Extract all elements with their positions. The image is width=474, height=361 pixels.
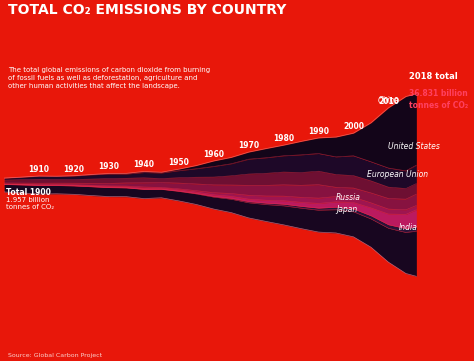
Text: 1910: 1910: [28, 165, 50, 174]
Text: 1990: 1990: [308, 127, 329, 136]
Text: India: India: [399, 223, 418, 232]
Text: China: China: [378, 96, 400, 105]
Text: European Union: European Union: [367, 170, 428, 179]
Text: Total 1900: Total 1900: [6, 188, 51, 197]
Text: 1.957 billion
tonnes of CO₂: 1.957 billion tonnes of CO₂: [6, 197, 54, 210]
Text: 1940: 1940: [133, 160, 155, 169]
Text: Japan: Japan: [336, 205, 357, 214]
Text: Source: Global Carbon Project: Source: Global Carbon Project: [9, 353, 102, 358]
Text: TOTAL CO₂ EMISSIONS BY COUNTRY: TOTAL CO₂ EMISSIONS BY COUNTRY: [9, 3, 287, 17]
Text: 1960: 1960: [203, 150, 224, 159]
Text: 2010: 2010: [378, 97, 399, 106]
Text: 1930: 1930: [99, 162, 119, 171]
Text: The total global emissions of carbon dioxide from burning
of fossil fuels as wel: The total global emissions of carbon dio…: [9, 67, 210, 89]
Text: 2018 total: 2018 total: [410, 72, 458, 81]
Text: 2000: 2000: [343, 122, 364, 131]
Text: 1970: 1970: [238, 141, 259, 150]
Text: 1920: 1920: [64, 165, 84, 174]
Text: Russia: Russia: [336, 193, 361, 202]
Text: 1950: 1950: [168, 158, 189, 167]
Text: United States: United States: [388, 142, 440, 151]
Text: 1980: 1980: [273, 134, 294, 143]
Text: 36.831 billion
tonnes of CO₂: 36.831 billion tonnes of CO₂: [410, 90, 469, 109]
